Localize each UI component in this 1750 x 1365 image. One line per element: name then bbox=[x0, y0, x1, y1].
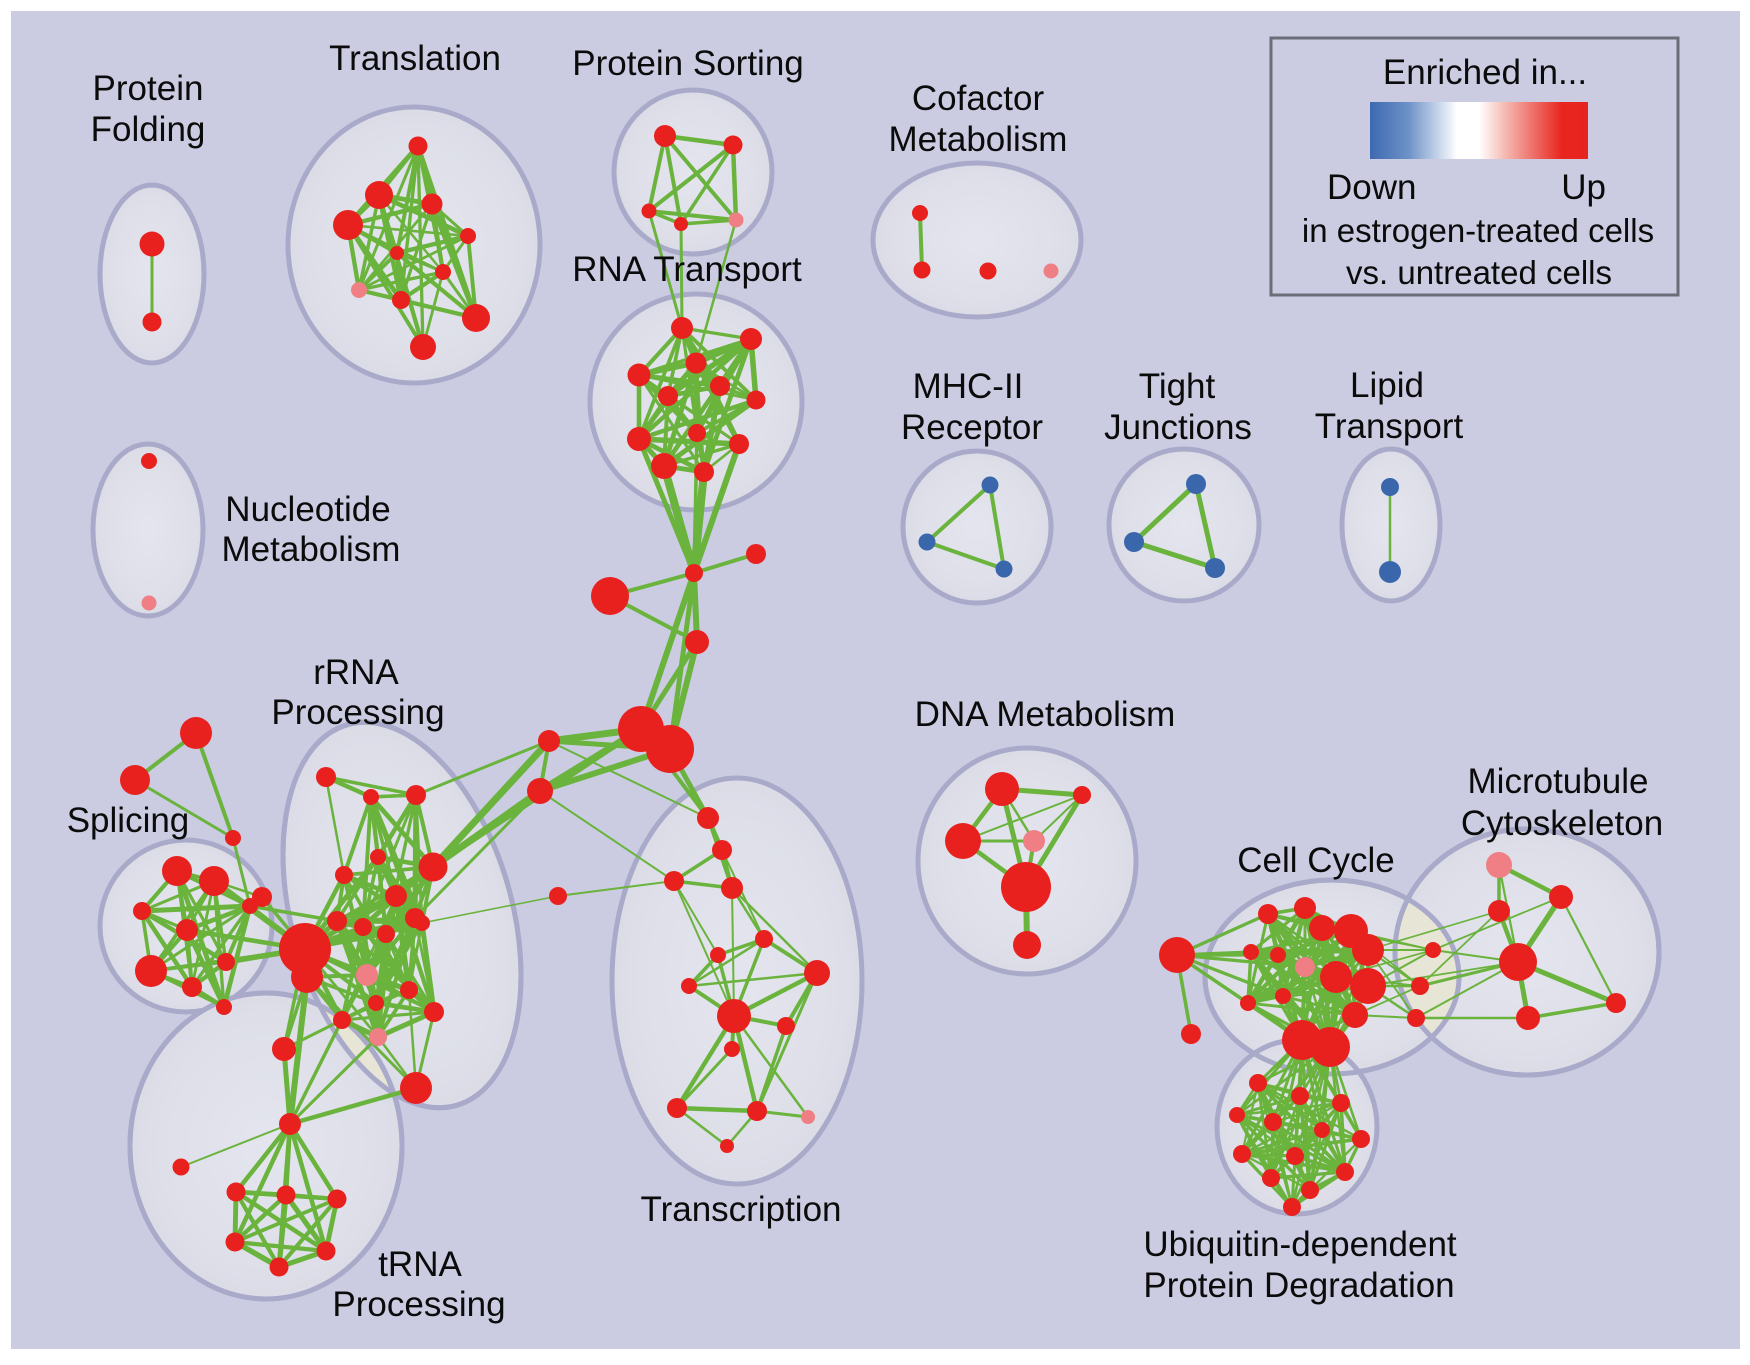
svg-text:Processing: Processing bbox=[271, 693, 444, 732]
svg-text:DNA Metabolism: DNA Metabolism bbox=[915, 695, 1176, 734]
svg-text:Transcription: Transcription bbox=[641, 1190, 842, 1229]
svg-text:Splicing: Splicing bbox=[67, 801, 190, 840]
svg-text:vs. untreated cells: vs. untreated cells bbox=[1346, 254, 1612, 291]
svg-text:Cytoskeleton: Cytoskeleton bbox=[1461, 804, 1663, 843]
svg-text:Down: Down bbox=[1327, 168, 1416, 207]
svg-text:in estrogen-treated cells: in estrogen-treated cells bbox=[1302, 212, 1654, 249]
svg-text:Protein: Protein bbox=[93, 69, 204, 108]
svg-text:Cell Cycle: Cell Cycle bbox=[1237, 841, 1395, 880]
svg-text:Tight: Tight bbox=[1139, 367, 1216, 406]
svg-text:MHC-II: MHC-II bbox=[913, 367, 1024, 406]
svg-text:Processing: Processing bbox=[332, 1285, 505, 1324]
svg-text:Transport: Transport bbox=[1315, 407, 1464, 446]
svg-text:rRNA: rRNA bbox=[313, 653, 399, 692]
svg-text:Enriched in...: Enriched in... bbox=[1383, 53, 1587, 92]
svg-text:RNA Transport: RNA Transport bbox=[572, 250, 802, 289]
svg-text:Ubiquitin-dependent: Ubiquitin-dependent bbox=[1143, 1225, 1457, 1264]
svg-text:Cofactor: Cofactor bbox=[912, 79, 1045, 118]
svg-text:Nucleotide: Nucleotide bbox=[225, 490, 390, 529]
svg-text:tRNA: tRNA bbox=[378, 1245, 462, 1284]
svg-text:Translation: Translation bbox=[329, 39, 501, 78]
svg-text:Protein Sorting: Protein Sorting bbox=[572, 44, 804, 83]
svg-text:Junctions: Junctions bbox=[1104, 408, 1252, 447]
svg-text:Metabolism: Metabolism bbox=[889, 120, 1068, 159]
svg-text:Metabolism: Metabolism bbox=[222, 530, 401, 569]
svg-text:Up: Up bbox=[1561, 168, 1606, 207]
svg-text:Folding: Folding bbox=[91, 110, 206, 149]
svg-text:Protein Degradation: Protein Degradation bbox=[1143, 1266, 1454, 1305]
svg-text:Microtubule: Microtubule bbox=[1468, 762, 1649, 801]
svg-text:Receptor: Receptor bbox=[901, 408, 1043, 447]
svg-text:Lipid: Lipid bbox=[1350, 366, 1424, 405]
